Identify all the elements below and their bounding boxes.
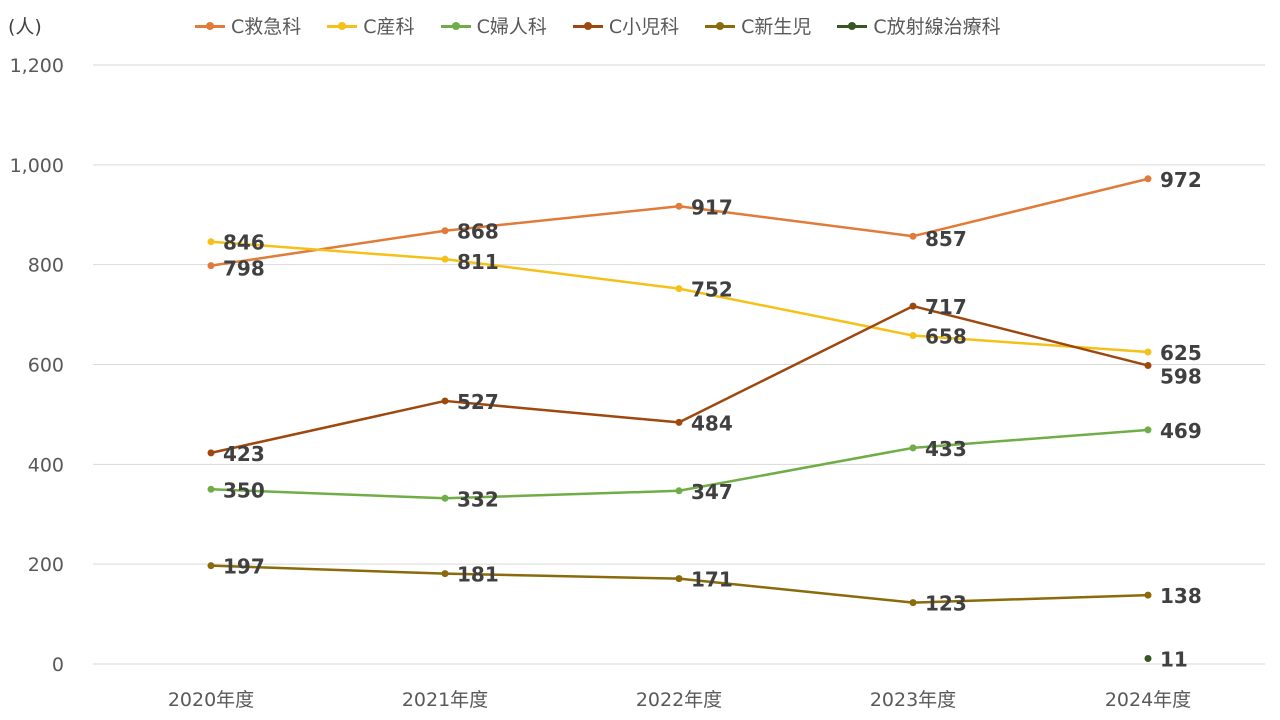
data-point [207, 262, 215, 270]
data-point [675, 285, 683, 293]
y-tick-label: 800 [28, 255, 64, 277]
data-label: 332 [457, 487, 499, 511]
series-line [210, 304, 1149, 455]
data-point [909, 302, 917, 310]
y-tick-label: 1,200 [10, 55, 64, 77]
data-label: 433 [925, 437, 967, 461]
data-point [1144, 175, 1152, 183]
legend-swatch-icon [440, 20, 471, 32]
y-tick-label: 0 [52, 654, 64, 676]
legend-label: C放射線治療科 [873, 16, 1001, 38]
data-point [1144, 426, 1152, 434]
legend-label: C小児科 [608, 16, 680, 38]
data-point [675, 418, 683, 426]
data-point [675, 487, 683, 495]
data-point [909, 232, 917, 240]
x-tick-label: 2022年度 [636, 689, 722, 711]
data-label: 171 [691, 568, 733, 592]
data-label: 469 [1160, 419, 1202, 443]
legend-swatch-icon [705, 20, 736, 32]
legend-label: C婦人科 [476, 16, 547, 38]
data-label: 138 [1160, 584, 1202, 608]
data-point [909, 444, 917, 452]
y-tick-label: 400 [28, 454, 64, 476]
data-label: 350 [223, 478, 265, 502]
data-point [675, 202, 683, 210]
data-point [441, 255, 449, 263]
y-tick-label: 200 [28, 554, 64, 576]
data-label: 717 [925, 295, 967, 319]
data-point [909, 599, 917, 607]
x-tick-label: 2024年度 [1105, 689, 1191, 711]
data-label: 798 [223, 257, 265, 281]
data-point [207, 562, 215, 570]
x-tick-label: 2020年度 [168, 689, 254, 711]
data-label: 857 [925, 227, 967, 251]
legend-swatch-icon [572, 20, 603, 32]
data-label: 811 [457, 250, 499, 274]
y-tick-label: 1,000 [10, 155, 64, 177]
legend-label: C産科 [363, 16, 415, 38]
data-label: 123 [925, 592, 967, 616]
legend-item: C新生児 [705, 12, 811, 39]
data-point [441, 570, 449, 578]
data-label: 868 [457, 220, 499, 244]
data-point [441, 397, 449, 405]
data-label: 658 [925, 325, 967, 349]
legend-item: C産科 [327, 12, 415, 39]
legend-item: C小児科 [572, 12, 680, 39]
data-label: 181 [457, 563, 499, 587]
legend-swatch-icon [837, 20, 868, 32]
legend-item: C婦人科 [440, 12, 547, 39]
data-point [441, 494, 449, 502]
series-line [210, 240, 1149, 354]
chart-legend: C救急科 C産科 C婦人科 C小児科 C新生児 C放射線治療科 [195, 12, 1027, 39]
data-point [441, 227, 449, 235]
data-point [207, 485, 215, 493]
y-axis-unit-label: (人) [8, 16, 42, 38]
data-point [207, 238, 215, 246]
legend-item: C救急科 [195, 12, 301, 39]
legend-label: C新生児 [741, 16, 812, 38]
legend-swatch-icon [195, 20, 225, 32]
data-label: 11 [1160, 648, 1188, 672]
data-point [207, 449, 215, 457]
data-point [1144, 591, 1152, 599]
data-point [1144, 655, 1152, 663]
data-label: 917 [691, 195, 733, 219]
y-tick-label: 600 [28, 355, 64, 377]
data-point [1144, 361, 1152, 369]
x-tick-label: 2021年度 [402, 689, 488, 711]
legend-item: C放射線治療科 [837, 12, 1001, 39]
series-line [210, 564, 1149, 604]
x-tick-label: 2023年度 [870, 689, 956, 711]
data-label: 423 [223, 442, 265, 466]
data-point [1144, 348, 1152, 356]
data-label: 752 [691, 278, 733, 302]
data-point [675, 575, 683, 583]
legend-swatch-icon [327, 20, 358, 32]
data-label: 598 [1160, 364, 1202, 388]
data-label: 527 [457, 390, 499, 414]
data-label: 347 [691, 480, 733, 504]
data-label: 484 [691, 411, 733, 435]
data-label: 972 [1160, 168, 1202, 192]
data-label: 625 [1160, 341, 1202, 365]
data-point [909, 332, 917, 340]
data-label: 197 [223, 555, 265, 579]
legend-label: C救急科 [231, 16, 302, 38]
data-label: 846 [223, 231, 265, 255]
